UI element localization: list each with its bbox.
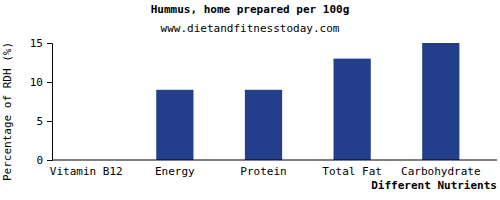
y-tick-mark (47, 160, 52, 161)
x-axis-title: Different Nutrients (371, 179, 497, 192)
bar (334, 59, 371, 160)
y-tick: 5 (36, 115, 52, 128)
chart: 0 5 10 15 Vitamin B12 Energy Protein Total Fat C… (0, 0, 500, 200)
y-axis: 0 5 10 15 (30, 37, 53, 167)
x-tick-label: Carbohydrate (401, 165, 480, 178)
title: Hummus, home prepared per 100g (151, 3, 350, 16)
x-tick: Total Fat (322, 160, 382, 178)
y-tick-mark (47, 121, 52, 122)
x-tick-label: Protein (240, 165, 286, 178)
subtitle: www.dietandfitnesstoday.com (161, 22, 340, 35)
x-tick-label: Vitamin B12 (50, 165, 123, 178)
bars (156, 43, 459, 160)
bar (245, 90, 282, 160)
y-tick-mark (47, 43, 52, 44)
x-tick-label: Energy (155, 165, 195, 178)
bar (156, 90, 193, 160)
y-tick-label: 10 (30, 76, 43, 89)
x-axis-line (52, 160, 497, 161)
y-tick: 15 (30, 37, 52, 50)
y-axis-line (47, 44, 53, 161)
y-tick-label: 15 (30, 37, 43, 50)
y-tick-mark (47, 82, 52, 83)
y-axis-title: Percentage of RDH (%) (1, 42, 14, 181)
x-axis: Vitamin B12 Energy Protein Total Fat Carbohy… (50, 160, 497, 178)
x-tick: Energy (155, 160, 195, 178)
bar (422, 43, 459, 160)
y-tick-label: 5 (36, 115, 43, 128)
x-tick: Protein (240, 160, 286, 178)
x-tick-label: Total Fat (322, 165, 382, 178)
x-tick: Vitamin B12 (50, 160, 123, 178)
y-tick: 10 (30, 76, 52, 89)
x-tick: Carbohydrate (401, 160, 480, 178)
y-tick-label: 0 (36, 154, 43, 167)
